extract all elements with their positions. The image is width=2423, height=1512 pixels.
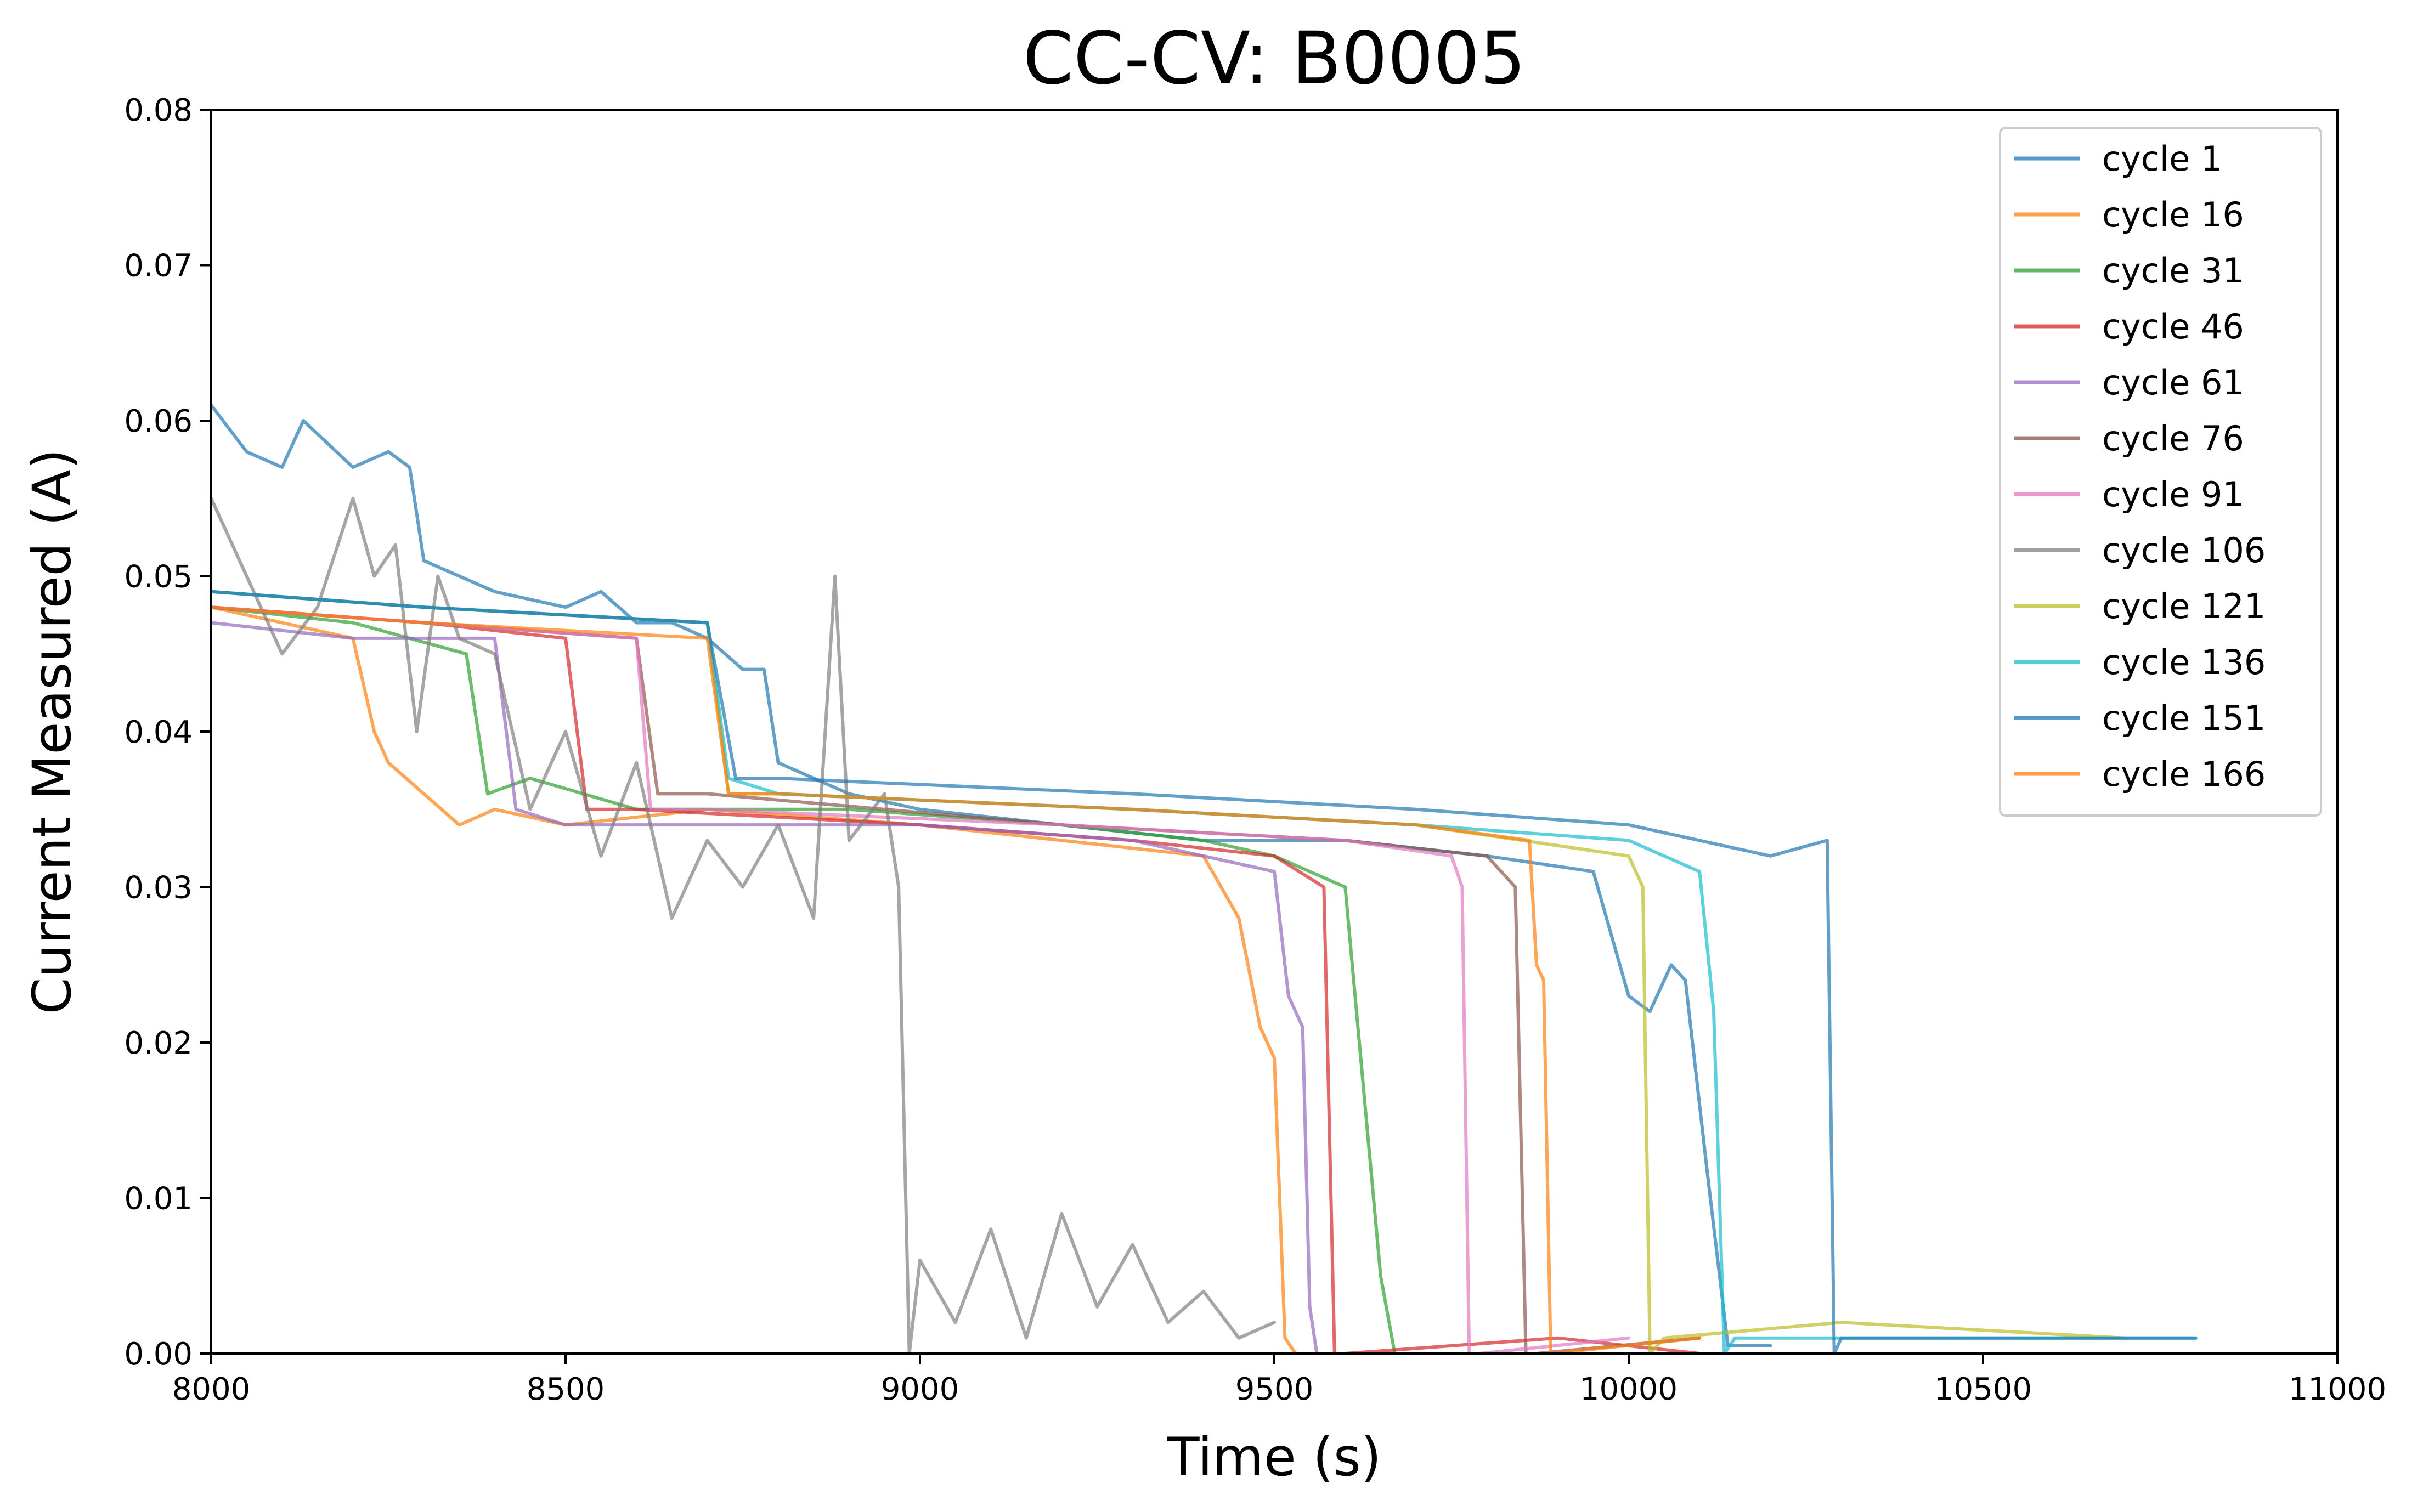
legend-label: cycle 46 xyxy=(2102,307,2244,347)
legend-label: cycle 1 xyxy=(2102,139,2222,179)
x-axis-title: Time (s) xyxy=(1167,1426,1381,1488)
x-tick-label: 8000 xyxy=(172,1372,251,1407)
legend-label: cycle 106 xyxy=(2102,530,2266,570)
y-tick-label: 0.07 xyxy=(124,248,193,284)
y-tick-label: 0.00 xyxy=(124,1337,193,1372)
x-axis: 8000 8500 9000 9500 10000 10500 11000 xyxy=(172,1354,2386,1407)
x-tick-label: 10000 xyxy=(1580,1372,1678,1407)
legend-label: cycle 61 xyxy=(2102,363,2244,403)
legend-box xyxy=(1999,127,2322,817)
x-tick-label: 9500 xyxy=(1235,1372,1314,1407)
y-tick-label: 0.08 xyxy=(124,93,193,128)
legend-label: cycle 151 xyxy=(2102,698,2266,738)
series-line-12 xyxy=(210,605,1702,1355)
y-tick-label: 0.03 xyxy=(124,870,193,906)
y-tick-label: 0.01 xyxy=(124,1181,193,1217)
y-axis-title: Current Measured (A) xyxy=(21,449,83,1014)
y-axis: 0.00 0.01 0.02 0.03 0.04 0.05 0.06 0.07 0.08 xyxy=(124,93,211,1372)
legend-label: cycle 136 xyxy=(2102,642,2266,682)
y-tick-label: 0.04 xyxy=(124,715,193,750)
legend-label: cycle 166 xyxy=(2102,754,2266,794)
legend: cycle 1 cycle 16 cycle 31 cycle 46 cycle 61 c… xyxy=(1999,127,2322,817)
series-line-11 xyxy=(210,590,2198,1355)
legend-label: cycle 31 xyxy=(2102,251,2244,291)
x-tick-label: 11000 xyxy=(2289,1372,2386,1407)
x-tick-label: 8500 xyxy=(527,1372,605,1407)
legend-label: cycle 16 xyxy=(2102,195,2244,235)
y-tick-label: 0.06 xyxy=(124,404,193,439)
x-tick-label: 10500 xyxy=(1934,1372,2032,1407)
series-layer xyxy=(210,403,2198,1355)
legend-label: cycle 91 xyxy=(2102,474,2244,514)
y-tick-label: 0.05 xyxy=(124,559,193,595)
legend-label: cycle 121 xyxy=(2102,586,2266,626)
series-line-5 xyxy=(210,621,1418,1355)
x-tick-label: 9000 xyxy=(881,1372,959,1407)
legend-label: cycle 76 xyxy=(2102,418,2244,458)
series-line-8 xyxy=(210,496,1276,1355)
y-tick-label: 0.02 xyxy=(124,1026,193,1061)
chart-title: CC-CV: B0005 xyxy=(1023,16,1526,101)
series-line-1 xyxy=(210,403,1772,1347)
